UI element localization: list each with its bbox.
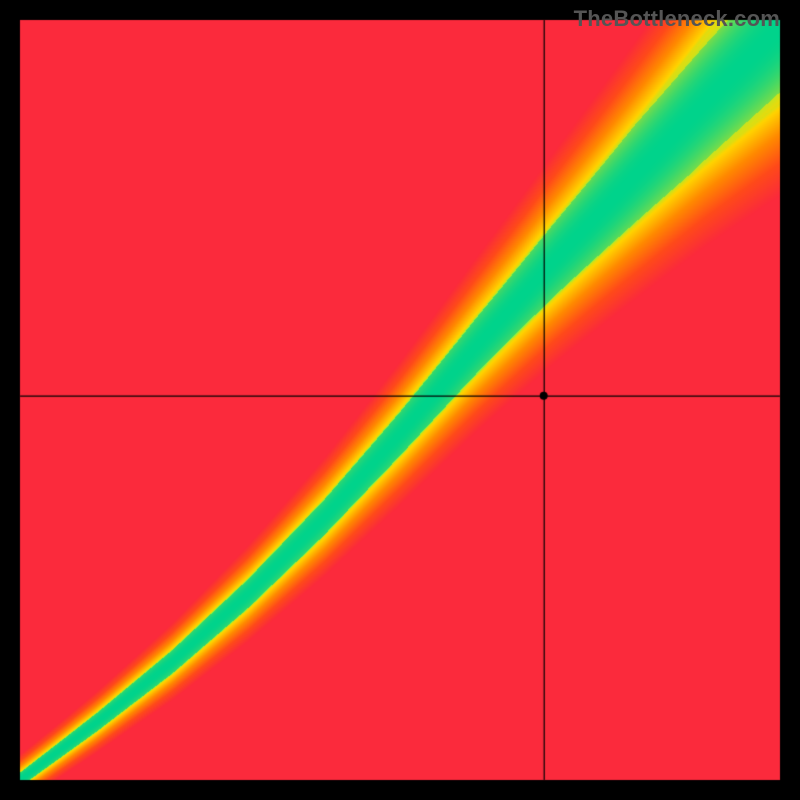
chart-frame: { "watermark": "TheBottleneck.com", "cha…	[0, 0, 800, 800]
watermark-text: TheBottleneck.com	[574, 6, 780, 32]
crosshair-overlay	[0, 0, 800, 800]
